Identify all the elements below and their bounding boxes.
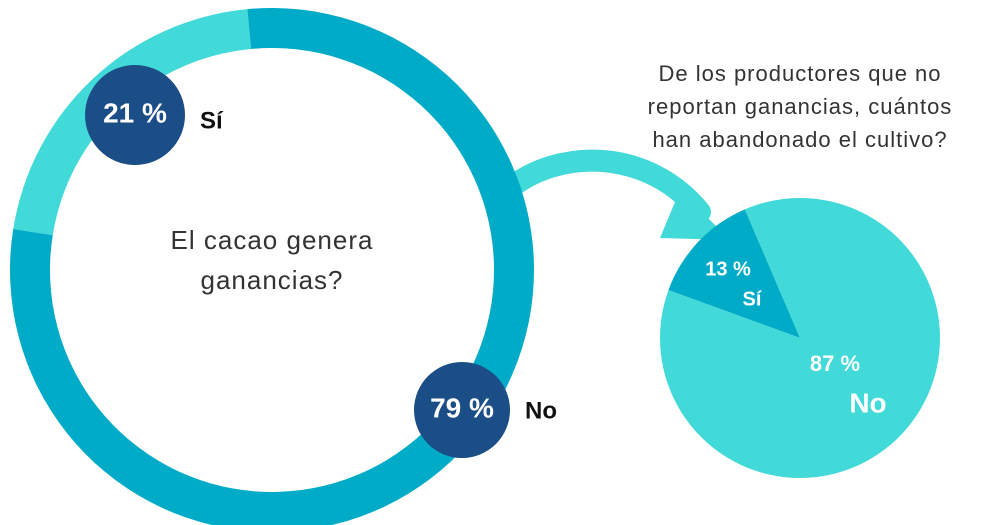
arrow-head bbox=[660, 190, 730, 240]
donut-segment bbox=[13, 9, 252, 236]
chart-title: De los productores que no bbox=[658, 61, 941, 86]
chart-title: ganancias? bbox=[201, 265, 344, 295]
arrow bbox=[494, 149, 711, 223]
label-badge bbox=[414, 362, 510, 458]
category-label: Sí bbox=[743, 288, 763, 310]
value-label: 21 % bbox=[103, 97, 167, 128]
label-badge bbox=[85, 65, 185, 165]
chart-title: El cacao genera bbox=[171, 225, 374, 255]
pie-slice bbox=[668, 209, 800, 338]
category-label: No bbox=[849, 387, 886, 418]
category-label: No bbox=[525, 397, 557, 424]
value-label: 79 % bbox=[430, 392, 494, 423]
chart-title: reportan ganancias, cuántos bbox=[648, 94, 953, 119]
chart-title: han abandonado el cultivo? bbox=[652, 127, 947, 152]
value-label: 87 % bbox=[810, 351, 860, 376]
category-label: Sí bbox=[200, 107, 224, 134]
value-label: 13 % bbox=[705, 258, 751, 280]
pie-slice bbox=[660, 198, 940, 478]
